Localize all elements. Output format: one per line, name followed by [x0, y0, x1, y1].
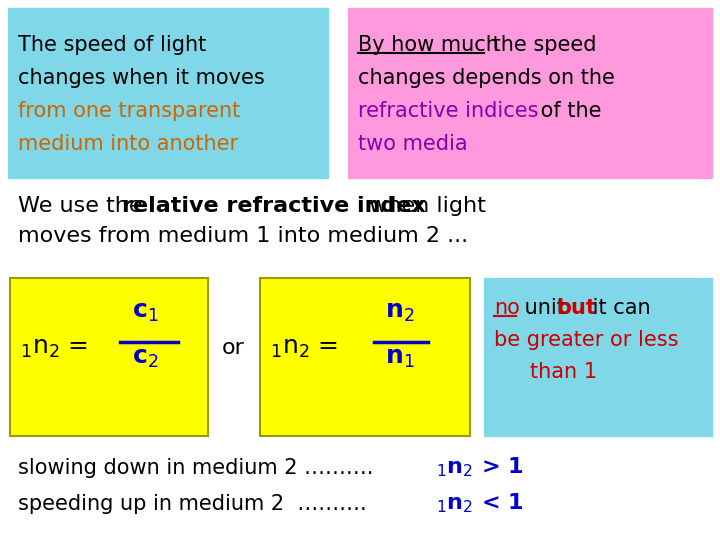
Text: of the: of the [534, 101, 601, 121]
Text: the speed: the speed [486, 35, 596, 55]
Text: n$_2$: n$_2$ [385, 300, 415, 324]
Text: changes depends on the: changes depends on the [358, 68, 615, 88]
Text: it can: it can [586, 298, 651, 318]
Text: $_1$n$_2$ =: $_1$n$_2$ = [20, 336, 88, 360]
FancyBboxPatch shape [348, 8, 712, 178]
Text: n$_1$: n$_1$ [385, 346, 415, 370]
FancyBboxPatch shape [10, 278, 208, 436]
Text: c$_2$: c$_2$ [132, 346, 158, 370]
FancyBboxPatch shape [484, 278, 712, 436]
FancyBboxPatch shape [8, 8, 328, 178]
Text: be greater or less: be greater or less [494, 330, 678, 350]
Text: The speed of light: The speed of light [18, 35, 206, 55]
Text: than 1: than 1 [530, 362, 597, 382]
Text: By how much: By how much [358, 35, 499, 55]
Text: slowing down in medium 2 ……….: slowing down in medium 2 ………. [18, 458, 374, 478]
Text: moves from medium 1 into medium 2 ...: moves from medium 1 into medium 2 ... [18, 226, 468, 246]
Text: c$_1$: c$_1$ [132, 300, 158, 324]
FancyBboxPatch shape [260, 278, 470, 436]
Text: two media: two media [358, 134, 467, 154]
Text: We use the: We use the [18, 196, 150, 216]
Text: or: or [222, 338, 245, 358]
Text: $_1$n$_2$ > 1: $_1$n$_2$ > 1 [436, 455, 523, 478]
Text: refractive indices: refractive indices [358, 101, 539, 121]
Text: relative refractive index: relative refractive index [122, 196, 426, 216]
Text: unit: unit [518, 298, 572, 318]
Text: speeding up in medium 2  ……….: speeding up in medium 2 ………. [18, 494, 366, 514]
Text: from one transparent: from one transparent [18, 101, 240, 121]
Text: but: but [556, 298, 596, 318]
Text: medium into another: medium into another [18, 134, 238, 154]
Text: no: no [494, 298, 520, 318]
Text: when light: when light [362, 196, 486, 216]
Text: changes when it moves: changes when it moves [18, 68, 265, 88]
Text: $_1$n$_2$ =: $_1$n$_2$ = [270, 336, 338, 360]
Text: $_1$n$_2$ < 1: $_1$n$_2$ < 1 [436, 491, 523, 515]
